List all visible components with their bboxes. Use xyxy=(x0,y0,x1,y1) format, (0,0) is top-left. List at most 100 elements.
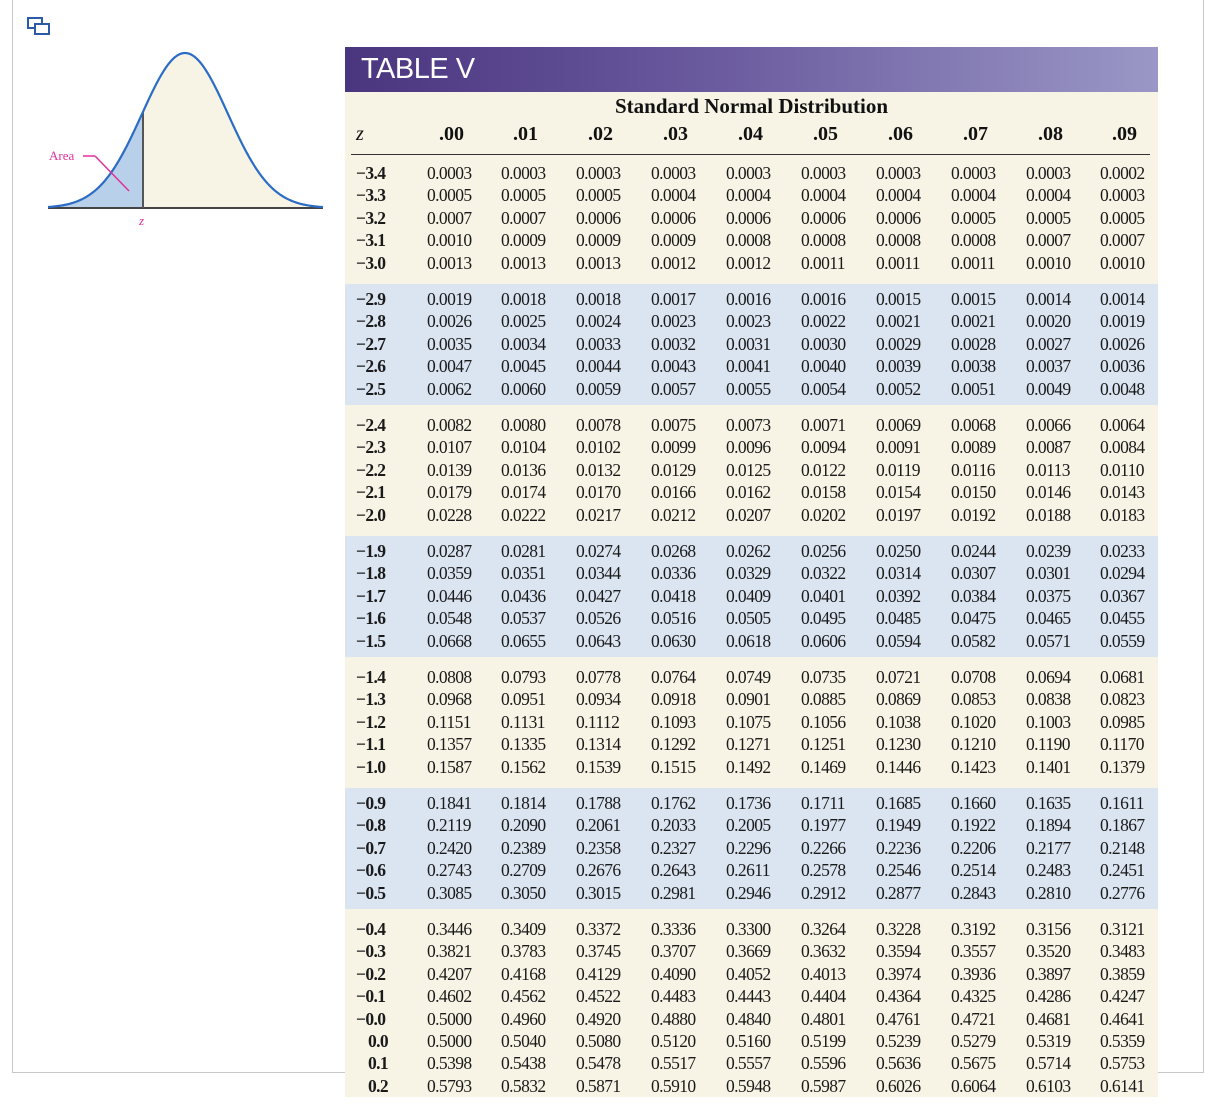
probability-cell: 0.0006 xyxy=(651,207,696,228)
probability-cell: 0.0250 xyxy=(876,541,921,561)
probability-cell: 0.3859 xyxy=(1100,963,1145,984)
probability-cell: 0.1977 xyxy=(801,815,846,836)
probability-cell: 0.0526 xyxy=(576,608,621,629)
probability-cell: 0.1711 xyxy=(801,793,845,813)
probability-cell: 0.0019 xyxy=(1100,311,1145,332)
table-row: −1.5 0.0668 0.0655 0.0643 0.0630 0.0618 0.0606… xyxy=(345,630,1158,652)
probability-cell: 0.6141 xyxy=(1100,1075,1145,1096)
probability-cell: 0.0045 xyxy=(501,356,546,377)
probability-cell: 0.2843 xyxy=(951,882,996,903)
probability-cell: 0.0968 xyxy=(427,689,472,710)
z-value: −2.2 xyxy=(356,459,386,480)
table-subtitle: Standard Normal Distribution xyxy=(614,94,889,118)
probability-cell: 0.5557 xyxy=(726,1053,771,1074)
probability-cell: 0.3192 xyxy=(951,919,996,939)
probability-cell: 0.0005 xyxy=(1100,207,1145,228)
probability-cell: 0.0082 xyxy=(427,415,472,435)
probability-cell: 0.0062 xyxy=(427,378,472,399)
probability-cell: 0.0307 xyxy=(951,563,996,584)
probability-cell: 0.0344 xyxy=(576,563,621,584)
probability-cell: 0.4443 xyxy=(726,986,771,1007)
probability-cell: 0.4207 xyxy=(427,963,472,984)
probability-cell: 0.0022 xyxy=(801,311,846,332)
probability-cell: 0.0049 xyxy=(1026,378,1071,399)
probability-cell: 0.0064 xyxy=(1100,415,1145,435)
probability-cell: 0.0073 xyxy=(726,415,771,435)
probability-cell: 0.0026 xyxy=(1100,333,1145,354)
probability-cell: 0.0838 xyxy=(1026,689,1071,710)
z-value: −0.6 xyxy=(356,860,386,881)
probability-cell: 0.4721 xyxy=(951,1008,996,1029)
probability-cell: 0.0166 xyxy=(651,482,696,503)
probability-cell: 0.1867 xyxy=(1100,815,1145,836)
probability-cell: 0.4840 xyxy=(726,1008,771,1029)
probability-cell: 0.5714 xyxy=(1026,1053,1071,1074)
probability-cell: 0.0005 xyxy=(1026,207,1071,228)
probability-cell: 0.0027 xyxy=(1026,333,1071,354)
probability-cell: 0.3632 xyxy=(801,941,846,962)
probability-cell: 0.0026 xyxy=(427,311,472,332)
probability-cell: 0.0262 xyxy=(726,541,771,561)
probability-cell: 0.0043 xyxy=(651,356,696,377)
probability-cell: 0.0031 xyxy=(726,333,771,354)
probability-cell: 0.0008 xyxy=(951,230,996,251)
table-row: −2.7 0.0035 0.0034 0.0033 0.0032 0.0031 0.0030… xyxy=(345,333,1158,355)
probability-cell: 0.1292 xyxy=(651,734,696,755)
z-value: −1.1 xyxy=(356,734,386,755)
probability-cell: 0.3446 xyxy=(427,919,472,939)
probability-cell: 0.2420 xyxy=(427,837,472,858)
probability-cell: 0.0154 xyxy=(876,482,921,503)
probability-cell: 0.4013 xyxy=(801,963,846,984)
probability-cell: 0.0764 xyxy=(651,667,696,687)
probability-cell: 0.0011 xyxy=(951,252,995,273)
probability-cell: 0.0582 xyxy=(951,630,996,651)
column-header: .08 xyxy=(1038,123,1063,145)
popout-icon[interactable] xyxy=(27,17,51,37)
probability-cell: 0.0505 xyxy=(726,608,771,629)
probability-cell: 0.0594 xyxy=(876,630,921,651)
probability-cell: 0.2206 xyxy=(951,837,996,858)
probability-cell: 0.0228 xyxy=(427,504,472,525)
probability-cell: 0.0162 xyxy=(726,482,771,503)
probability-cell: 0.0035 xyxy=(427,333,472,354)
probability-cell: 0.0003 xyxy=(726,163,771,183)
probability-cell: 0.5359 xyxy=(1100,1030,1145,1051)
z-value: −2.3 xyxy=(356,437,386,458)
probability-cell: 0.5160 xyxy=(726,1030,771,1051)
probability-cell: 0.0004 xyxy=(801,185,846,206)
probability-cell: 0.0003 xyxy=(501,163,546,183)
probability-cell: 0.0174 xyxy=(501,482,546,503)
probability-cell: 0.0003 xyxy=(801,163,846,183)
probability-cell: 0.0281 xyxy=(501,541,546,561)
probability-cell: 0.0392 xyxy=(876,585,921,606)
probability-cell: 0.0032 xyxy=(651,333,696,354)
probability-cell: 0.2090 xyxy=(501,815,546,836)
probability-cell: 0.0006 xyxy=(801,207,846,228)
probability-cell: 0.5517 xyxy=(651,1053,696,1074)
probability-cell: 0.0030 xyxy=(801,333,846,354)
probability-cell: 0.1230 xyxy=(876,734,921,755)
probability-cell: 0.0102 xyxy=(576,437,621,458)
z-value: −3.2 xyxy=(356,207,386,228)
table-row: −0.5 0.3085 0.3050 0.3015 0.2981 0.2946 0.2912… xyxy=(345,882,1158,904)
z-value: −0.7 xyxy=(356,837,386,858)
probability-cell: 0.0197 xyxy=(876,504,921,525)
probability-cell: 0.1788 xyxy=(576,793,621,813)
probability-cell: 0.0465 xyxy=(1026,608,1071,629)
probability-cell: 0.1190 xyxy=(1026,734,1070,755)
column-header: .00 xyxy=(439,123,464,145)
probability-cell: 0.3409 xyxy=(501,919,546,939)
probability-cell: 0.0808 xyxy=(427,667,472,687)
table-row: −2.6 0.0047 0.0045 0.0044 0.0043 0.0041 0.0040… xyxy=(345,355,1158,377)
probability-cell: 0.5675 xyxy=(951,1053,996,1074)
probability-cell: 0.5910 xyxy=(651,1075,696,1096)
probability-cell: 0.0057 xyxy=(651,378,696,399)
probability-cell: 0.0004 xyxy=(876,185,921,206)
probability-cell: 0.2033 xyxy=(651,815,696,836)
probability-cell: 0.0036 xyxy=(1100,356,1145,377)
probability-cell: 0.0918 xyxy=(651,689,696,710)
probability-cell: 0.0158 xyxy=(801,482,846,503)
probability-cell: 0.5199 xyxy=(801,1030,846,1051)
probability-cell: 0.0125 xyxy=(726,459,771,480)
z-value: −3.1 xyxy=(356,230,386,251)
